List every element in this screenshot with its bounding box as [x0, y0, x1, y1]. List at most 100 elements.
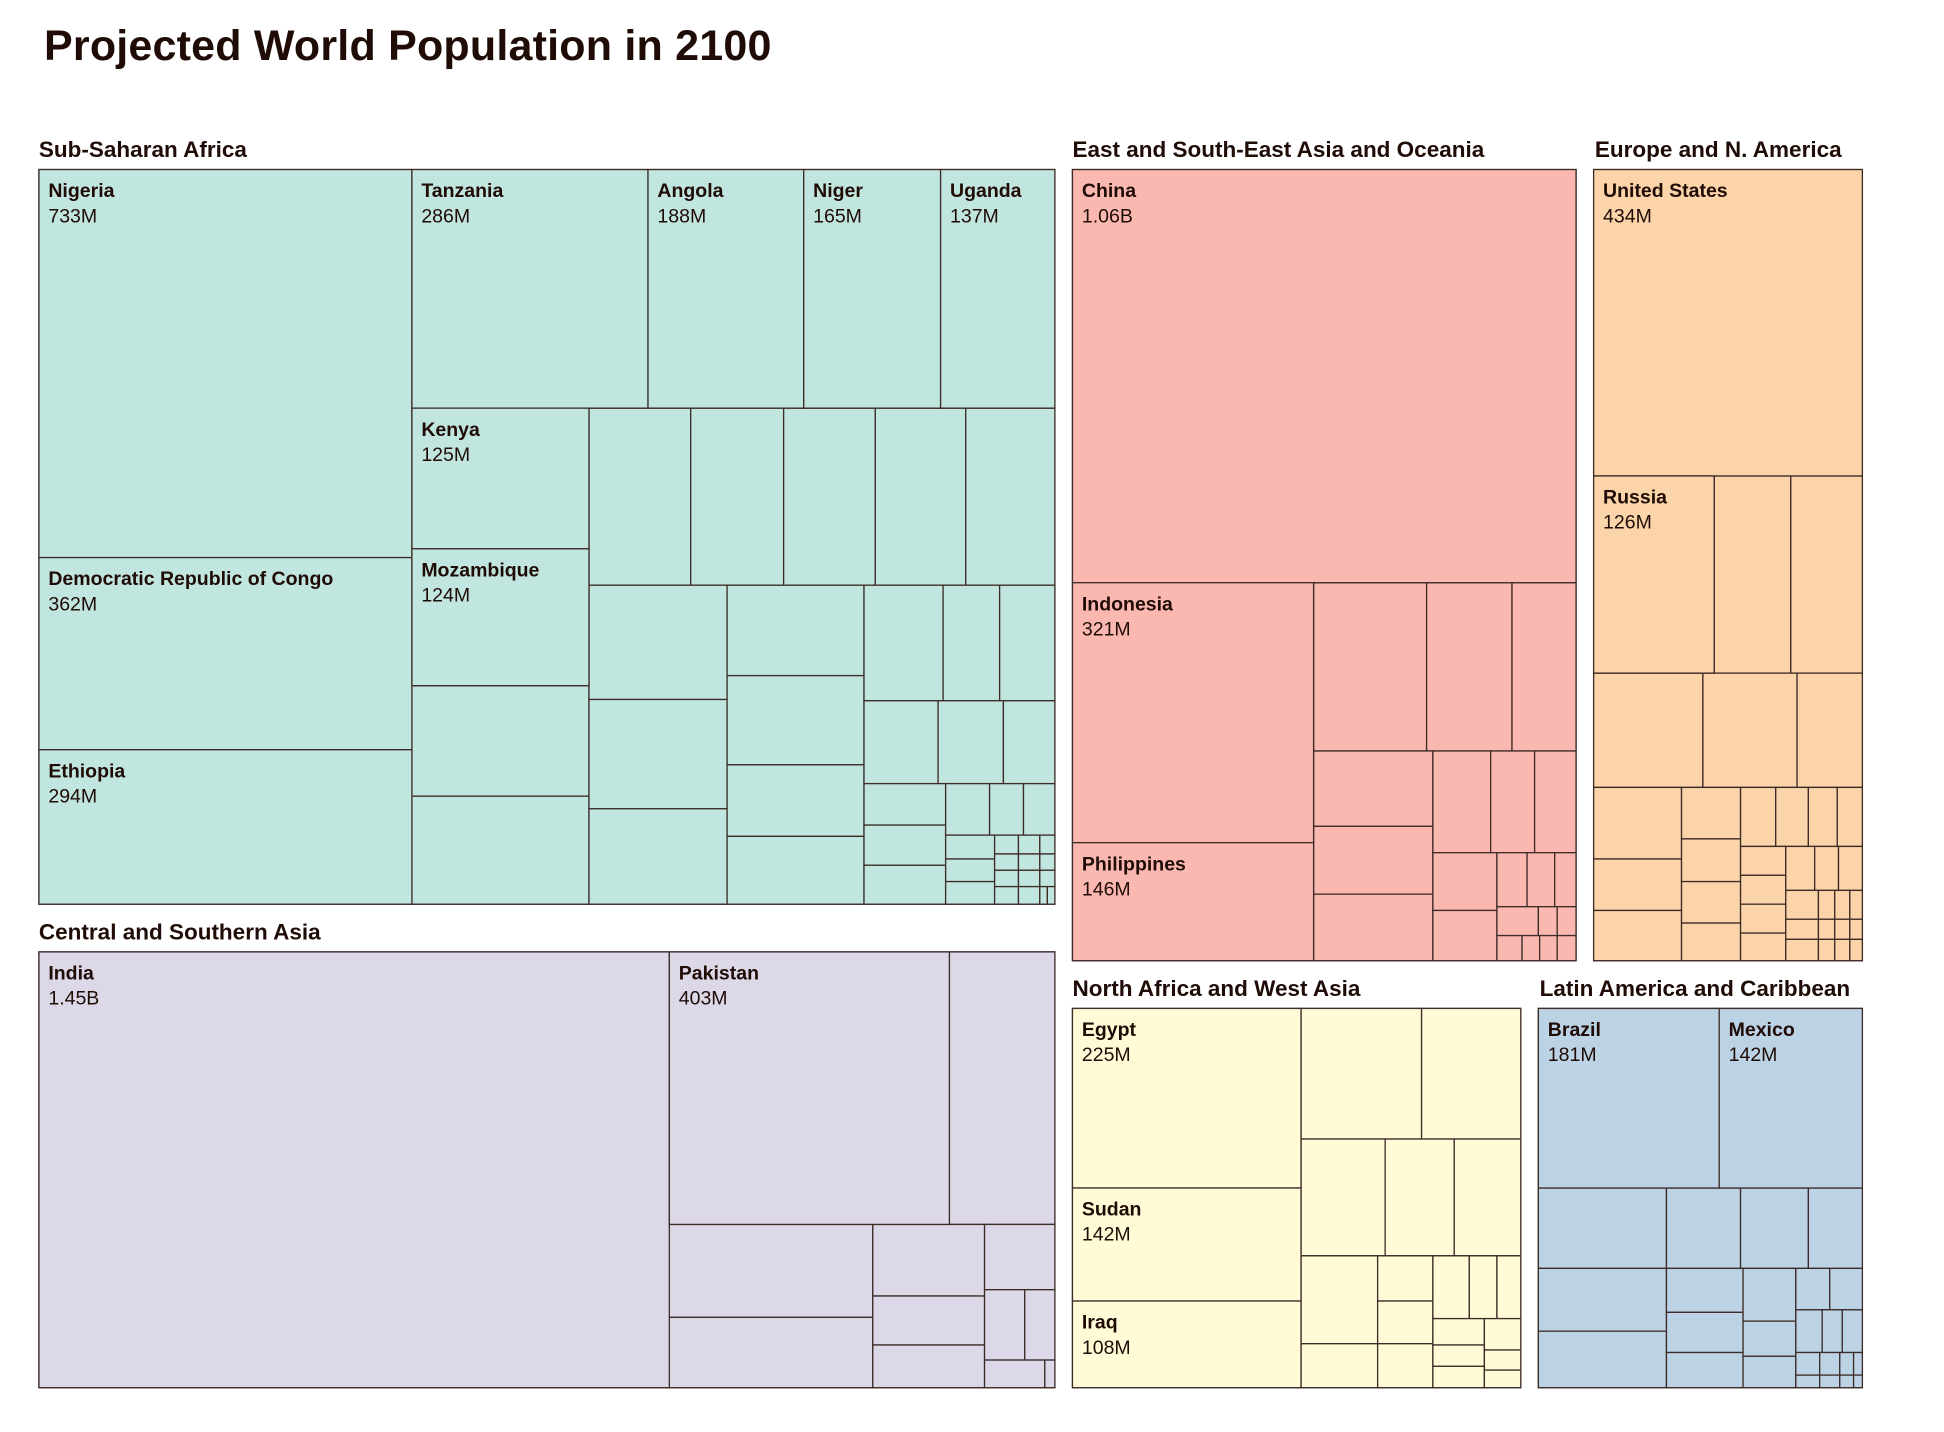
cell-value-mexico: 142M: [1729, 1044, 1778, 1066]
cell-latin-america-and-caribbean-4: [1807, 1187, 1864, 1270]
cell-label-india: India: [48, 963, 94, 985]
cell-value-uganda: 137M: [950, 205, 999, 227]
cell-north-africa-and-west-asia-18: [1483, 1349, 1522, 1371]
cell-value-united-states: 434M: [1603, 205, 1652, 227]
cell-north-africa-and-west-asia-17: [1483, 1317, 1522, 1351]
cell-east-and-south-east-asia-and-oceania-19: [1521, 934, 1541, 962]
cell-central-and-southern-asia-3: [668, 1316, 874, 1389]
cell-label-indonesia: Indonesia: [1082, 593, 1173, 615]
cell-sub-saharan-africa-7: [965, 407, 1056, 586]
cell-latin-america-and-caribbean-13: [1795, 1267, 1831, 1311]
cell-sub-saharan-africa-41: [1039, 885, 1048, 905]
cell-value-mozambique: 124M: [421, 585, 470, 607]
cell-value-niger: 165M: [813, 205, 862, 227]
group-title-europe-and-n-america: Europe and N. America: [1595, 137, 1842, 162]
cell-sub-saharan-africa-40: [1017, 885, 1041, 905]
cell-latin-america-and-caribbean-14: [1829, 1267, 1864, 1311]
cell-ethiopia: [38, 749, 413, 905]
cell-value-kenya: 125M: [421, 444, 470, 466]
cell-label-tanzania: Tanzania: [421, 180, 503, 202]
group-title-sub-saharan-africa: Sub-Saharan Africa: [39, 137, 247, 162]
cell-value-tanzania: 286M: [421, 205, 470, 227]
group-title-central-and-southern-asia: Central and Southern Asia: [39, 919, 321, 944]
cell-label-angola: Angola: [657, 180, 723, 202]
cell-latin-america-and-caribbean-7: [1665, 1267, 1744, 1313]
cell-sub-saharan-africa-1: [411, 685, 590, 797]
cell-europe-and-n-america-4: [1702, 672, 1798, 789]
cell-north-africa-and-west-asia-11: [1432, 1255, 1470, 1320]
cell-sub-saharan-africa-13: [726, 764, 865, 838]
cell-united-states: [1592, 168, 1864, 477]
cell-latin-america-and-caribbean-21: [1852, 1351, 1864, 1376]
cell-sub-saharan-africa-33: [993, 853, 1020, 871]
cell-label-niger: Niger: [813, 180, 863, 202]
cell-north-africa-and-west-asia-8: [1376, 1255, 1434, 1302]
cell-central-and-southern-asia-6: [872, 1344, 986, 1389]
cell-sub-saharan-africa-4: [690, 407, 785, 586]
cell-sub-saharan-africa-17: [998, 584, 1056, 702]
cell-sub-saharan-africa-6: [874, 407, 967, 586]
cell-sub-saharan-africa-25: [988, 782, 1025, 836]
cell-sub-saharan-africa-35: [1039, 853, 1056, 871]
cell-angola: [647, 168, 805, 409]
cell-iraq: [1071, 1300, 1302, 1389]
cell-latin-america-and-caribbean-20: [1839, 1351, 1855, 1376]
cell-sub-saharan-africa-21: [863, 782, 947, 826]
cell-latin-america-and-caribbean-15: [1795, 1309, 1823, 1354]
cell-north-africa-and-west-asia-16: [1432, 1365, 1486, 1389]
cell-latin-america-and-caribbean-5: [1537, 1267, 1668, 1332]
cell-value-iraq: 108M: [1082, 1337, 1131, 1359]
cell-europe-and-n-america-24: [1785, 889, 1820, 920]
cell-north-africa-and-west-asia-19: [1483, 1369, 1522, 1389]
cell-europe-and-n-america-26: [1834, 889, 1851, 920]
cell-east-and-south-east-asia-and-oceania-11: [1432, 909, 1498, 962]
cell-sub-saharan-africa-15: [863, 584, 944, 702]
cell-label-uganda: Uganda: [950, 180, 1022, 202]
cell-east-and-south-east-asia-and-oceania-5: [1312, 825, 1434, 895]
cell-value-egypt: 225M: [1082, 1044, 1131, 1066]
cell-east-and-south-east-asia-and-oceania-14: [1554, 852, 1577, 908]
cell-europe-and-n-america-22: [1814, 845, 1840, 892]
cell-label-nigeria: Nigeria: [48, 180, 114, 202]
cell-latin-america-and-caribbean-8: [1665, 1311, 1744, 1354]
cell-europe-and-n-america-8: [1592, 909, 1683, 962]
cell-latin-america-and-caribbean-9: [1665, 1351, 1744, 1389]
cell-europe-and-n-america-31: [1849, 918, 1864, 940]
cell-east-and-south-east-asia-and-oceania-6: [1312, 893, 1434, 962]
cell-latin-america-and-caribbean-19: [1819, 1351, 1841, 1376]
cell-russia: [1592, 475, 1715, 674]
cell-kenya: [411, 407, 590, 550]
cell-north-africa-and-west-asia-4: [1384, 1138, 1455, 1257]
cell-europe-and-n-america-13: [1739, 786, 1777, 848]
cell-sub-saharan-africa-31: [1017, 834, 1041, 855]
cell-sub-saharan-africa-22: [863, 824, 947, 866]
cell-sub-saharan-africa-12: [726, 674, 865, 766]
cell-latin-america-and-caribbean-23: [1819, 1374, 1841, 1389]
cell-europe-and-n-america-21: [1785, 845, 1816, 892]
cell-europe-and-n-america-25: [1817, 889, 1836, 920]
cell-north-africa-and-west-asia-6: [1300, 1255, 1379, 1345]
cell-europe-and-n-america-7: [1592, 858, 1683, 912]
cell-label-united-states: United States: [1603, 180, 1728, 202]
cell-sub-saharan-africa-32: [1039, 834, 1056, 855]
cell-europe-and-n-america-3: [1592, 672, 1704, 789]
cell-indonesia: [1071, 582, 1315, 844]
cell-sub-saharan-africa-16: [942, 584, 1001, 702]
cell-north-africa-and-west-asia-1: [1300, 1007, 1423, 1140]
cell-east-and-south-east-asia-and-oceania-15: [1496, 906, 1540, 937]
cell-sub-saharan-africa-10: [588, 808, 728, 905]
cell-sudan: [1071, 1187, 1302, 1302]
cell-sub-saharan-africa-8: [588, 584, 728, 701]
cell-europe-and-n-america-33: [1817, 938, 1836, 962]
cell-label-china: China: [1082, 180, 1136, 202]
cell-china: [1071, 168, 1577, 584]
cell-europe-and-n-america-23: [1837, 845, 1864, 892]
cell-europe-and-n-america-14: [1775, 786, 1810, 848]
cell-sub-saharan-africa-30: [993, 834, 1020, 855]
cell-central-and-southern-asia-11: [1044, 1359, 1056, 1389]
cell-sub-saharan-africa-19: [937, 700, 1005, 785]
cell-philippines: [1071, 842, 1315, 962]
cell-label-philippines: Philippines: [1082, 853, 1186, 875]
cell-europe-and-n-america-30: [1834, 918, 1851, 940]
cell-north-africa-and-west-asia-9: [1376, 1300, 1434, 1345]
